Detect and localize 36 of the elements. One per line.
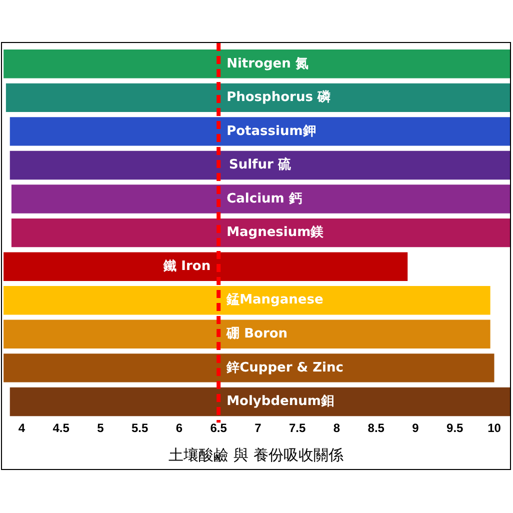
- y-tick-label: Phosphorus 磷: [226, 90, 332, 106]
- x-tick-label: 9: [412, 421, 420, 436]
- bar: [10, 150, 510, 180]
- x-tick-label: 9.5: [446, 421, 464, 436]
- x-tick-label: 8.5: [368, 421, 385, 436]
- y-tick-label: Sulfur 硫: [228, 156, 291, 173]
- bar: [10, 117, 510, 146]
- bar: [4, 252, 408, 281]
- bar: [11, 184, 510, 214]
- bar: [10, 387, 510, 416]
- bar: [4, 354, 494, 382]
- y-tick-label: Calcium 鈣: [226, 191, 302, 206]
- y-tick-label: 錳Manganese: [226, 292, 324, 308]
- x-tick-label: 6: [176, 421, 183, 436]
- bar: [4, 50, 510, 78]
- x-tick-label: 6.5: [210, 421, 228, 436]
- y-tick-label: 硼 Boron: [226, 326, 288, 342]
- x-tick-label: 5.5: [131, 421, 148, 436]
- y-tick-label: 鐵 Iron: [162, 258, 211, 274]
- x-tick-label: 4: [18, 421, 26, 436]
- bar: [4, 320, 490, 349]
- x-axis-title: 土壤酸鹼 與 養份吸收關係: [168, 446, 344, 464]
- y-tick-label: Molybdenum鉬: [226, 394, 334, 410]
- x-tick-label: 8: [333, 421, 340, 436]
- bar: [6, 83, 510, 112]
- y-tick-label: Magnesium鎂: [226, 225, 325, 240]
- x-tick-label: 5: [97, 421, 104, 436]
- x-tick-label: 4.5: [52, 421, 70, 436]
- bar: [4, 286, 490, 315]
- y-tick-label: Potassium鉀: [226, 124, 316, 139]
- x-tick-label: 7: [254, 421, 262, 436]
- x-tick-label: 10: [488, 421, 502, 436]
- y-tick-label: 鋅Cupper & Zinc: [226, 360, 344, 376]
- x-tick-label: 7.5: [289, 421, 306, 436]
- bar: [11, 218, 510, 248]
- y-tick-label: Nitrogen 氮: [226, 56, 308, 72]
